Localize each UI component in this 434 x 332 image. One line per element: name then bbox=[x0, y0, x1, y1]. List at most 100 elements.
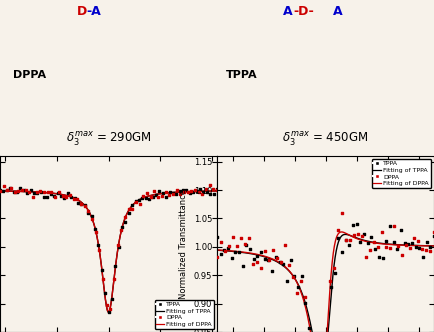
Point bbox=[68, 195, 75, 200]
Point bbox=[210, 191, 217, 196]
Point bbox=[372, 246, 378, 251]
Point bbox=[144, 190, 151, 195]
Point bbox=[422, 247, 429, 252]
Point bbox=[180, 187, 187, 192]
Text: A: A bbox=[283, 5, 293, 18]
Point bbox=[306, 326, 312, 331]
Point bbox=[431, 234, 434, 239]
Point bbox=[262, 248, 269, 253]
Point bbox=[11, 189, 18, 194]
Point bbox=[335, 235, 342, 240]
Point bbox=[147, 194, 154, 199]
Point bbox=[242, 241, 249, 246]
Point bbox=[33, 190, 40, 195]
Point bbox=[125, 210, 132, 216]
Point bbox=[98, 267, 105, 272]
Point bbox=[92, 226, 99, 232]
Point bbox=[44, 194, 51, 199]
Point bbox=[334, 227, 341, 232]
Point bbox=[151, 188, 158, 193]
Point bbox=[221, 248, 228, 253]
Point bbox=[24, 190, 31, 195]
Point bbox=[326, 278, 333, 284]
Point bbox=[152, 193, 159, 198]
Point bbox=[105, 309, 112, 315]
Point bbox=[74, 196, 81, 202]
Text: $\delta_3^{max}$ = 290GM: $\delta_3^{max}$ = 290GM bbox=[66, 131, 151, 148]
Point bbox=[19, 187, 26, 192]
Point bbox=[230, 235, 237, 240]
Point bbox=[158, 194, 165, 199]
Point bbox=[17, 185, 24, 191]
Point bbox=[88, 213, 95, 219]
Point bbox=[30, 190, 37, 196]
Point bbox=[136, 202, 143, 207]
Point bbox=[346, 242, 353, 247]
Point bbox=[390, 240, 397, 245]
Point bbox=[214, 187, 220, 192]
Text: D: D bbox=[76, 5, 87, 18]
Point bbox=[70, 197, 77, 202]
Point bbox=[195, 189, 202, 194]
Point bbox=[328, 285, 335, 290]
Point bbox=[108, 297, 115, 302]
Text: $\delta_3^{max}$ = 450GM: $\delta_3^{max}$ = 450GM bbox=[283, 131, 368, 148]
Point bbox=[193, 188, 200, 193]
Point bbox=[206, 182, 213, 187]
Point bbox=[129, 203, 136, 208]
Point bbox=[346, 237, 353, 243]
Point bbox=[135, 197, 142, 202]
Point bbox=[0, 187, 3, 193]
Point bbox=[390, 223, 397, 228]
Point bbox=[354, 231, 361, 236]
Point bbox=[56, 189, 62, 195]
Point bbox=[85, 208, 92, 214]
Point bbox=[408, 241, 415, 246]
Point bbox=[254, 254, 261, 259]
Point bbox=[115, 244, 122, 249]
Point bbox=[146, 197, 153, 202]
Point bbox=[173, 191, 180, 197]
Point bbox=[350, 232, 357, 238]
Point bbox=[250, 262, 256, 267]
Text: -D-: -D- bbox=[293, 5, 314, 18]
Point bbox=[133, 200, 140, 205]
Point bbox=[214, 234, 220, 239]
Point bbox=[224, 245, 231, 250]
Point bbox=[41, 194, 48, 200]
Point bbox=[177, 192, 184, 197]
Point bbox=[286, 262, 293, 267]
Point bbox=[122, 214, 128, 220]
Point bbox=[258, 249, 265, 254]
Point bbox=[102, 290, 108, 295]
Point bbox=[358, 233, 365, 239]
Text: TPPA: TPPA bbox=[226, 70, 257, 80]
Point bbox=[214, 187, 220, 192]
Point bbox=[222, 248, 229, 254]
Point bbox=[26, 189, 33, 195]
Point bbox=[394, 246, 401, 252]
Point bbox=[291, 274, 298, 279]
Point bbox=[184, 189, 191, 195]
Point bbox=[353, 221, 360, 227]
Point bbox=[411, 236, 418, 241]
Point bbox=[362, 254, 369, 259]
Point bbox=[129, 207, 136, 212]
Text: -A: -A bbox=[87, 5, 102, 18]
Point bbox=[92, 230, 99, 235]
Point bbox=[238, 235, 245, 241]
Point bbox=[236, 249, 243, 255]
Point bbox=[71, 196, 78, 201]
Point bbox=[427, 244, 434, 249]
Point bbox=[149, 194, 156, 199]
Point bbox=[140, 193, 147, 199]
Point bbox=[125, 207, 132, 212]
Point bbox=[402, 243, 409, 248]
Point bbox=[250, 257, 257, 262]
Point bbox=[228, 255, 235, 260]
Point bbox=[258, 266, 265, 271]
Point bbox=[210, 187, 217, 192]
Point bbox=[386, 224, 393, 229]
Point bbox=[48, 190, 55, 195]
Point bbox=[273, 254, 279, 259]
